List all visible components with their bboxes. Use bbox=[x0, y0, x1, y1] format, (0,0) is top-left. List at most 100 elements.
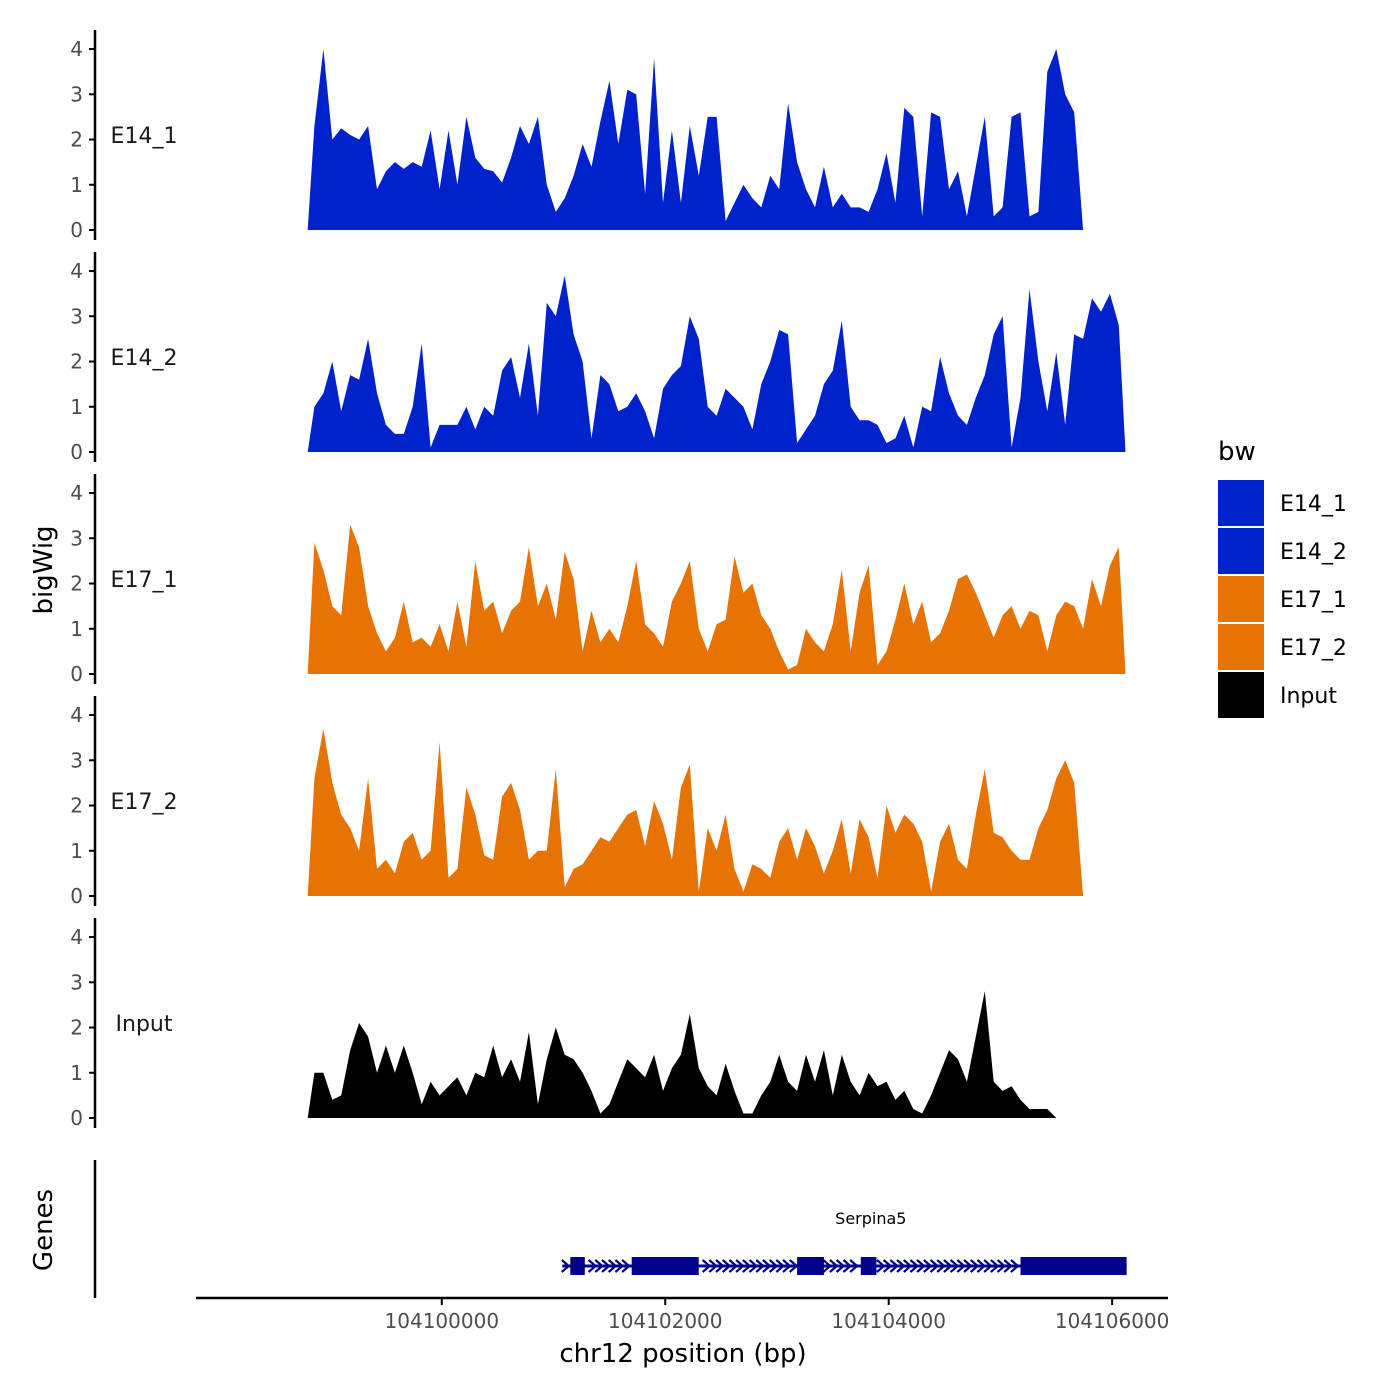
y-tick-label: 0 bbox=[70, 440, 83, 464]
strand-chevron bbox=[607, 1259, 618, 1273]
y-tick-label: 1 bbox=[70, 617, 83, 641]
legend: bw E14_1 E14_2 E17_1 E17_2 Input bbox=[1218, 437, 1347, 718]
strand-chevron bbox=[969, 1259, 980, 1273]
x-tick-label: 104104000 bbox=[831, 1309, 946, 1333]
strand-chevron bbox=[936, 1259, 946, 1273]
strand-chevron bbox=[708, 1259, 718, 1273]
strand-chevron bbox=[909, 1259, 920, 1273]
strand-chevron bbox=[594, 1259, 604, 1273]
x-axis-title: chr12 position (bp) bbox=[559, 1339, 806, 1369]
strand-chevron bbox=[601, 1259, 611, 1273]
strand-chevron bbox=[963, 1259, 973, 1273]
strand-chevron bbox=[835, 1259, 846, 1273]
track-panel: 0 1 2 3 4 E17_2 bbox=[70, 696, 1126, 908]
strand-chevron bbox=[849, 1259, 859, 1273]
legend-swatch bbox=[1218, 576, 1264, 622]
strand-chevron bbox=[842, 1259, 853, 1273]
y-tick-label: 1 bbox=[70, 395, 83, 419]
coverage-area-e14-1 bbox=[307, 49, 1126, 230]
gene-exon bbox=[631, 1257, 699, 1275]
strand-chevron bbox=[735, 1259, 745, 1273]
x-tick-label: 104100000 bbox=[385, 1309, 500, 1333]
strand-chevron bbox=[990, 1259, 1000, 1273]
y-tick-label: 1 bbox=[70, 173, 83, 197]
gene-exon bbox=[797, 1257, 824, 1275]
strand-chevron bbox=[715, 1259, 725, 1273]
track-panel: 0 1 2 3 4 E14_2 bbox=[70, 252, 1126, 464]
x-tick-label: 104102000 bbox=[608, 1309, 723, 1333]
y-tick-label: 2 bbox=[70, 128, 83, 152]
strand-chevron bbox=[882, 1259, 893, 1273]
y-tick-label: 4 bbox=[70, 37, 83, 61]
tracks-layer: 0 1 2 3 4 E14_1 0 1 2 3 4 E14_2 0 1 2 3 4 E17_1 0 1 2 3 4 E17_2… bbox=[70, 30, 1126, 1130]
y-tick-label: 0 bbox=[70, 884, 83, 908]
y-tick-label: 4 bbox=[70, 259, 83, 283]
strand-chevron bbox=[889, 1259, 899, 1273]
track-label: E14_2 bbox=[111, 346, 178, 371]
strand-chevron bbox=[996, 1259, 1007, 1273]
strand-chevron bbox=[1010, 1259, 1020, 1273]
strand-chevron bbox=[822, 1259, 832, 1273]
y-tick-label: 2 bbox=[70, 572, 83, 596]
coverage-area-e14-2 bbox=[307, 275, 1126, 452]
strand-chevron bbox=[902, 1259, 913, 1273]
strand-chevron bbox=[755, 1259, 765, 1273]
y-tick-label: 3 bbox=[70, 970, 83, 994]
strand-chevron bbox=[829, 1259, 839, 1273]
y-tick-label: 2 bbox=[70, 794, 83, 818]
strand-chevron bbox=[916, 1259, 926, 1273]
legend-swatch bbox=[1218, 672, 1264, 718]
strand-chevron bbox=[876, 1259, 886, 1273]
strand-chevron bbox=[742, 1259, 752, 1273]
legend-swatch bbox=[1218, 624, 1264, 670]
legend-label: E17_2 bbox=[1280, 636, 1347, 661]
strand-chevron bbox=[896, 1259, 906, 1273]
strand-chevron bbox=[701, 1259, 712, 1273]
gene-exon bbox=[1020, 1257, 1127, 1275]
y-tick-label: 4 bbox=[70, 481, 83, 505]
track-panel: 0 1 2 3 4 E14_1 bbox=[70, 30, 1126, 242]
strand-chevron bbox=[748, 1259, 759, 1273]
strand-chevron bbox=[923, 1259, 933, 1273]
legend-swatch bbox=[1218, 480, 1264, 526]
y-axis-title: bigWig bbox=[29, 525, 59, 614]
legend-label: E17_1 bbox=[1280, 588, 1347, 613]
y-tick-label: 1 bbox=[70, 839, 83, 863]
strand-chevron bbox=[614, 1259, 625, 1273]
strand-chevron bbox=[976, 1259, 987, 1273]
y-tick-label: 3 bbox=[70, 526, 83, 550]
genes-axis-title: Genes bbox=[29, 1189, 59, 1271]
x-tick-label: 104106000 bbox=[1055, 1309, 1170, 1333]
track-label: E14_1 bbox=[111, 124, 178, 149]
legend-label: E14_2 bbox=[1280, 540, 1347, 565]
y-tick-label: 4 bbox=[70, 703, 83, 727]
strand-chevron bbox=[782, 1259, 792, 1273]
gene-track: Serpina5 bbox=[93, 1160, 1127, 1298]
strand-chevron bbox=[949, 1259, 960, 1273]
strand-chevron bbox=[788, 1259, 799, 1273]
y-tick-label: 2 bbox=[70, 350, 83, 374]
strand-chevron bbox=[721, 1259, 732, 1273]
strand-chevron bbox=[561, 1259, 571, 1273]
y-tick-label: 0 bbox=[70, 662, 83, 686]
coverage-area-e17-1 bbox=[307, 524, 1126, 674]
track-label: E17_2 bbox=[111, 790, 178, 815]
coverage-area-input bbox=[307, 991, 1126, 1118]
legend-swatch bbox=[1218, 528, 1264, 574]
track-panel: 0 1 2 3 4 Input bbox=[70, 918, 1126, 1130]
strand-chevron bbox=[621, 1259, 631, 1273]
legend-label: E14_1 bbox=[1280, 492, 1347, 517]
strand-chevron bbox=[587, 1259, 598, 1273]
track-label: Input bbox=[116, 1012, 173, 1037]
gene-exon bbox=[860, 1257, 877, 1275]
gene-exon bbox=[570, 1257, 585, 1275]
strand-chevron bbox=[956, 1259, 966, 1273]
strand-chevron bbox=[728, 1259, 739, 1273]
y-tick-label: 3 bbox=[70, 82, 83, 106]
strand-chevron bbox=[762, 1259, 772, 1273]
y-tick-label: 0 bbox=[70, 218, 83, 242]
x-axis: 104100000 104102000 104104000 104106000 bbox=[196, 1296, 1170, 1333]
coverage-area-e17-2 bbox=[307, 728, 1126, 896]
legend-items: E14_1 E14_2 E17_1 E17_2 Input bbox=[1218, 480, 1347, 718]
